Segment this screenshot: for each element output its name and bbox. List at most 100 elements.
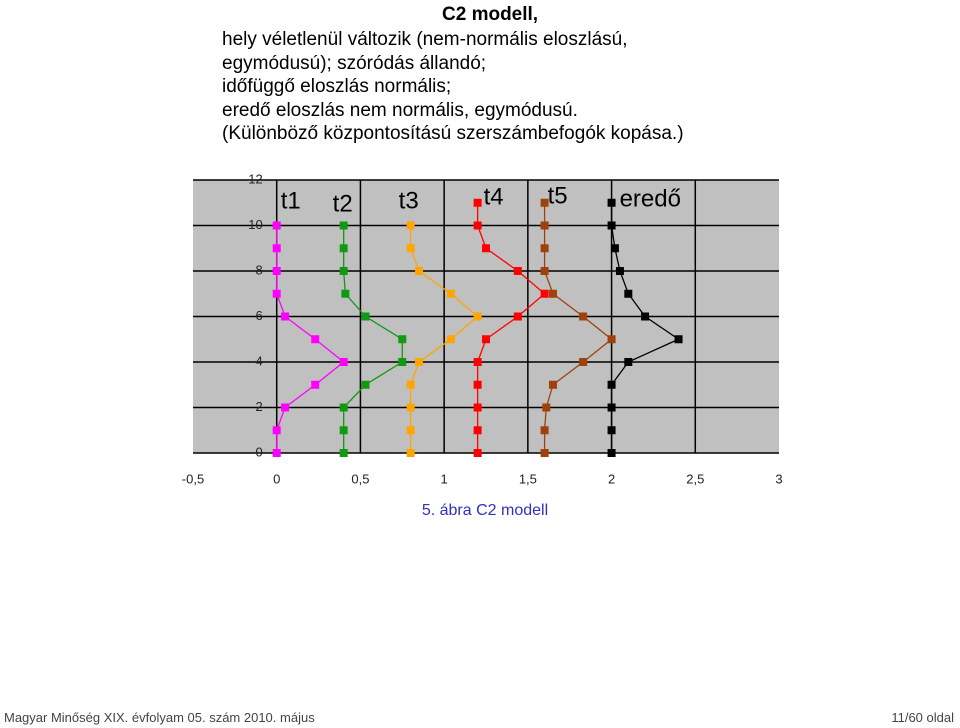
point [341, 289, 350, 298]
point [361, 380, 370, 389]
point [607, 403, 616, 412]
point [415, 267, 424, 275]
text-line: (Különböző központosítású szerszámbefogó… [222, 123, 684, 144]
y-tick-label: 0 [255, 444, 262, 459]
x-tick-label: 3 [775, 471, 782, 486]
point [473, 426, 482, 435]
y-tick-label: 6 [255, 308, 262, 323]
point [311, 380, 320, 389]
series-label: t1 [281, 187, 301, 214]
point [607, 198, 616, 207]
point [540, 267, 549, 275]
point [607, 426, 616, 435]
series-label: t4 [484, 183, 504, 210]
x-tick-label: 0 [273, 471, 280, 486]
point [406, 426, 415, 435]
series-label: t2 [333, 190, 353, 217]
point [272, 267, 281, 275]
point [415, 358, 424, 366]
point [446, 289, 455, 298]
point [482, 244, 490, 253]
point [406, 244, 415, 253]
chart: 0 2 4 6 8 10 12 -0,5 0 0,5 1 1,5 2 2,5 3 t1 t2 t3 t4 t5 ered… [182, 171, 783, 486]
point [540, 244, 549, 253]
point [540, 449, 549, 457]
caption: 5. ábra C2 modell [421, 502, 549, 519]
point [540, 289, 549, 298]
footer-left: Magyar Minőség XIX. évfolyam 05. szám 20… [4, 710, 315, 725]
series-label: t3 [399, 187, 419, 214]
point [641, 312, 650, 321]
point [272, 221, 281, 230]
point [607, 335, 616, 344]
point [398, 335, 407, 344]
series-label: t5 [548, 182, 568, 209]
text-line: eredő eloszlás nem normális, egymódusú. [222, 99, 578, 121]
y-tick-label: 2 [255, 399, 262, 414]
point [339, 449, 348, 457]
text-line: időfüggő eloszlás normális; [222, 76, 452, 97]
point [540, 426, 549, 435]
point [548, 380, 557, 389]
point [473, 403, 482, 412]
point [473, 449, 482, 457]
point [339, 426, 348, 435]
x-tick-label: 1,5 [519, 471, 537, 486]
point [281, 403, 290, 412]
point [272, 449, 281, 457]
x-tick-label: 2 [608, 471, 615, 486]
point [674, 335, 683, 344]
x-tick-label: 0,5 [351, 471, 369, 486]
point [607, 380, 616, 389]
point [406, 403, 415, 412]
point [615, 267, 624, 275]
point [406, 221, 415, 230]
point [513, 267, 522, 275]
point [542, 403, 551, 412]
point [548, 289, 557, 298]
point [513, 312, 522, 321]
point [361, 312, 370, 321]
footer-right: 11/60 oldal [891, 710, 954, 725]
y-tick-label: 10 [248, 217, 262, 232]
text-line: egymódusú); szóródás állandó; [222, 52, 487, 74]
x-tick-label: 2,5 [686, 471, 704, 486]
point [406, 380, 415, 389]
point [579, 358, 588, 366]
point [311, 335, 320, 344]
y-tick-label: 12 [248, 171, 262, 186]
point [540, 198, 549, 207]
point [272, 289, 281, 298]
point [339, 221, 348, 230]
point [272, 426, 281, 435]
x-tick-label: -0,5 [182, 471, 204, 486]
point [339, 267, 348, 275]
point [339, 358, 348, 366]
point [624, 289, 633, 298]
y-tick-label: 4 [255, 353, 262, 368]
text-line: hely véletlenül változik (nem-normális e… [222, 29, 628, 50]
y-tick-label: 8 [255, 262, 262, 277]
point [473, 198, 482, 207]
heading: C2 modell, [442, 4, 539, 25]
point [607, 221, 616, 230]
point [624, 358, 633, 366]
x-tick-label: 1 [441, 471, 448, 486]
series-label: eredő [620, 185, 681, 212]
point [473, 221, 482, 230]
point [339, 244, 348, 253]
point [398, 358, 407, 366]
point [446, 335, 455, 344]
point [540, 221, 549, 230]
point [610, 244, 619, 253]
point [473, 358, 482, 366]
point [482, 335, 490, 344]
point [473, 380, 482, 389]
point [473, 312, 482, 321]
point [281, 312, 290, 321]
point [406, 449, 415, 457]
point [579, 312, 588, 321]
point [607, 449, 616, 457]
point [339, 403, 348, 412]
